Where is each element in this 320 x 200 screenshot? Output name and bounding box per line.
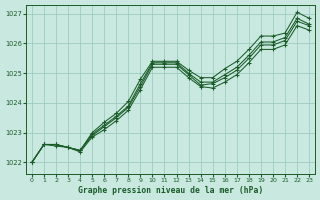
- X-axis label: Graphe pression niveau de la mer (hPa): Graphe pression niveau de la mer (hPa): [78, 186, 263, 195]
